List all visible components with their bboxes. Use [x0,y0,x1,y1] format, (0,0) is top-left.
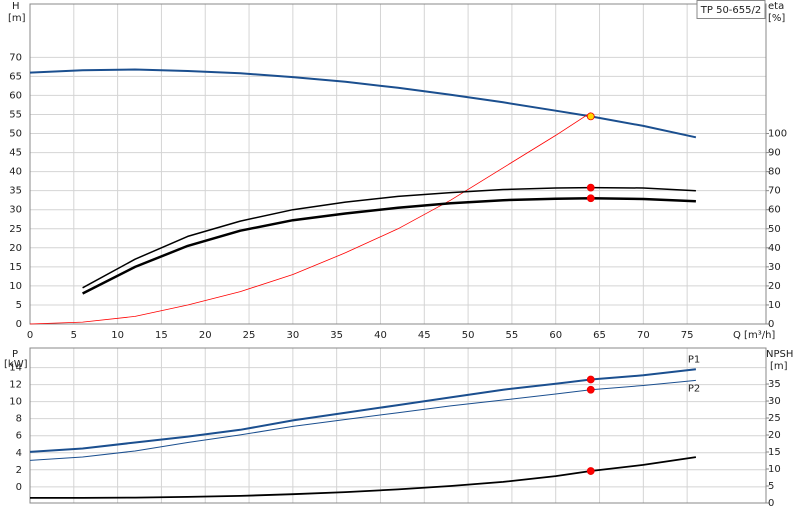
y2-tick-label: 20 [768,430,781,441]
series-label: P2 [688,383,700,394]
y2-axis-label: eta [768,1,784,12]
x-tick-label: 35 [330,330,343,341]
duty-point [586,194,595,203]
curve [29,368,697,453]
y2-tick-label: 20 [768,281,781,292]
plot-frame [29,3,767,325]
duty-point [586,112,595,121]
x-tick-label: 20 [199,330,212,341]
y2-tick-label: 25 [768,413,781,424]
y-tick-label: 70 [9,52,22,63]
y2-axis-unit: [m] [770,361,788,372]
x-tick-label: 40 [374,330,387,341]
duty-point [586,467,595,475]
y-tick-label: 25 [9,224,22,235]
y2-axis-unit: [%] [768,13,785,24]
curve [29,379,696,461]
x-tick-label: 60 [549,330,562,341]
y-tick-label: 35 [9,186,22,197]
duty-point [586,385,595,394]
x-tick-label: 25 [243,330,256,341]
y-tick-label: 45 [9,148,22,159]
y-tick-label: 55 [9,109,22,120]
y-tick-label: 5 [16,300,22,311]
y2-tick-label: 90 [768,148,781,159]
y2-tick-label: 35 [768,379,781,390]
y2-tick-label: 10 [768,300,781,311]
y-axis-label: H [12,1,20,12]
y-tick-label: 6 [16,431,22,442]
curve [29,112,592,325]
y2-tick-label: 30 [768,262,781,273]
y2-tick-label: 100 [768,129,787,140]
x-tick-label: 45 [418,330,431,341]
y2-tick-label: 10 [768,464,781,475]
y-tick-label: 50 [9,129,22,140]
y-tick-label: 14 [9,363,22,374]
x-axis-label: Q [m³/h] [733,330,775,341]
x-tick-label: 30 [286,330,299,341]
x-tick-label: 65 [593,330,606,341]
y-tick-label: 0 [16,319,22,330]
x-tick-label: 15 [155,330,168,341]
y2-tick-label: 15 [768,447,781,458]
y-tick-label: 2 [16,465,22,476]
x-tick-label: 75 [681,330,694,341]
plot-frame [29,347,767,504]
y2-axis-label: NPSH [766,349,793,360]
y-tick-label: 0 [16,482,22,493]
y-tick-label: 40 [9,167,22,178]
y2-tick-label: 0 [768,319,774,330]
x-tick-label: 70 [637,330,650,341]
x-tick-label: 0 [27,330,33,341]
x-tick-label: 55 [506,330,519,341]
y2-tick-label: 5 [768,481,774,492]
y-axis-unit: [kW] [4,359,28,370]
y2-tick-label: 50 [768,224,781,235]
chart-title: TP 50-655/2 [700,5,761,16]
y-tick-label: 4 [16,448,22,459]
y-tick-label: 10 [9,281,22,292]
y2-tick-label: 40 [768,243,781,254]
y-axis-unit: [m] [8,13,26,24]
duty-point [586,375,595,384]
y-tick-label: 60 [9,90,22,101]
y-tick-label: 8 [16,414,22,425]
y-tick-label: 30 [9,205,22,216]
x-tick-label: 50 [462,330,475,341]
y-tick-label: 20 [9,243,22,254]
y-axis-label: P [12,349,18,360]
y2-tick-label: 60 [768,205,781,216]
title-box [696,0,766,19]
y2-tick-label: 70 [768,186,781,197]
x-tick-label: 5 [71,330,77,341]
y-tick-label: 15 [9,262,22,273]
curve [29,68,697,139]
y2-tick-label: 80 [768,167,781,178]
y2-tick-label: 30 [768,396,781,407]
y-tick-label: 12 [9,380,22,391]
y2-tick-label: 0 [768,498,774,509]
y-tick-label: 10 [9,397,22,408]
y-tick-label: 65 [9,71,22,82]
curve [30,456,697,499]
series-label: P1 [688,354,700,365]
duty-point [586,183,595,192]
x-tick-label: 10 [111,330,124,341]
